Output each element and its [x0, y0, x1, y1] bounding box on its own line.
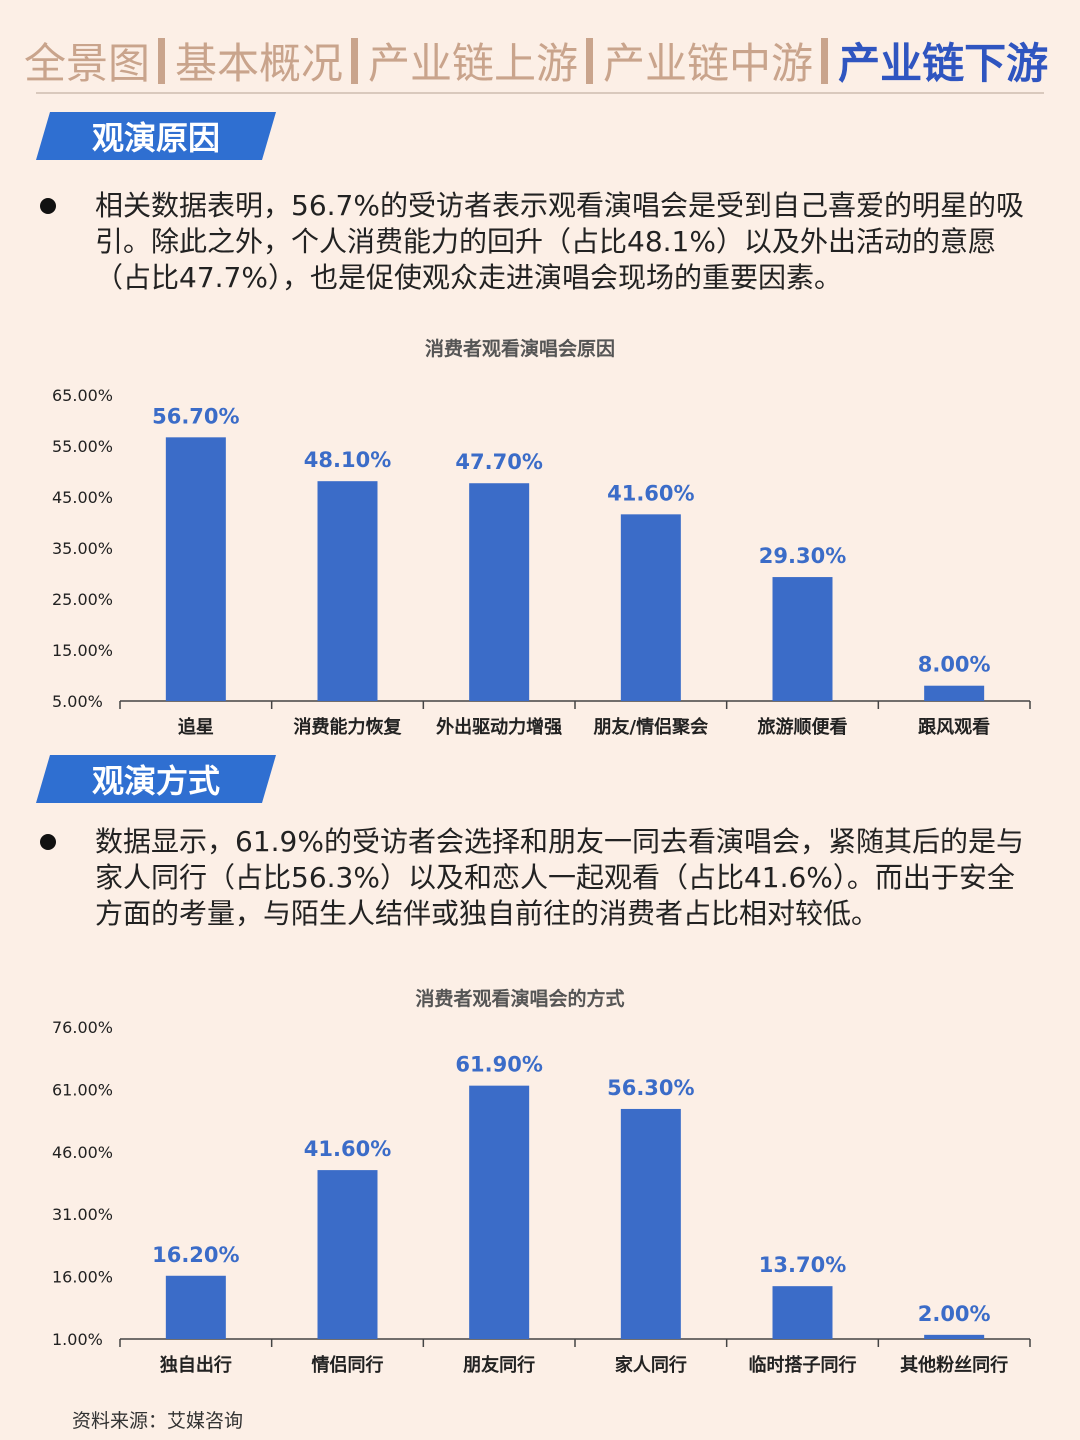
bar-methods-5: [924, 1334, 985, 1339]
y-tick-label: 61.00%: [52, 1080, 113, 1099]
category-label: 朋友/情侣聚会: [594, 716, 709, 738]
bar-methods-3: [620, 1108, 681, 1339]
y-tick-label: 31.00%: [52, 1205, 113, 1224]
nav-item-downstream[interactable]: 产业链下游: [838, 39, 1049, 88]
category-label: 消费能力恢复: [294, 716, 403, 738]
bar-value-label: 47.70%: [455, 450, 542, 474]
chart-reasons: 消费者观看演唱会原因 65.00% 55.00% 45.00% 35.00% 25.00%…: [0, 330, 1080, 750]
section-paragraph-methods: 数据显示，61.9%的受访者会选择和朋友一同去看演唱会，紧随其后的是与家人同行（…: [95, 825, 1024, 930]
category-label: 旅游顺便看: [758, 716, 848, 738]
chart-methods: 消费者观看演唱会的方式 76.00% 61.00% 46.00% 31.00% 16.00…: [0, 980, 1080, 1390]
bar-reasons-0: [165, 437, 226, 701]
chart-reasons-svg: 消费者观看演唱会原因 65.00% 55.00% 45.00% 35.00% 25.00%…: [52, 337, 1031, 738]
bullet-icon: [40, 834, 56, 850]
bar-methods-4: [772, 1286, 833, 1339]
top-nav: 全景图 基本概况 产业链上游 产业链中游 产业链下游: [24, 30, 1064, 91]
section-paragraph-reasons: 相关数据表明，56.7%的受访者表示观看演唱会是受到自己喜爱的明星的吸引。除此之…: [95, 189, 1024, 294]
y-tick-label: 45.00%: [52, 488, 113, 507]
category-label: 独自出行: [160, 1354, 232, 1376]
y-tick-label: 35.00%: [52, 539, 113, 558]
bar-value-label: 56.30%: [607, 1076, 694, 1100]
category-label: 情侣同行: [312, 1354, 384, 1376]
chart-title: 消费者观看演唱会原因: [425, 337, 615, 360]
bar-value-label: 61.90%: [455, 1053, 542, 1077]
nav-divider: [36, 92, 1044, 94]
y-tick-label: 76.00%: [52, 1018, 113, 1037]
y-tick-label: 46.00%: [52, 1143, 113, 1162]
bar-value-label: 56.70%: [152, 404, 239, 428]
y-tick-label: 25.00%: [52, 590, 113, 609]
chart-methods-svg: 消费者观看演唱会的方式 76.00% 61.00% 46.00% 31.00% 16.00…: [52, 987, 1031, 1376]
y-tick-label: 15.00%: [52, 641, 113, 660]
nav-item-basics[interactable]: 基本概况: [175, 39, 344, 88]
bar-value-label: 29.30%: [759, 544, 846, 568]
bar-value-label: 2.00%: [918, 1302, 991, 1326]
bar-value-label: 41.60%: [304, 1137, 391, 1161]
section-banner-methods: 观演方式: [36, 755, 276, 803]
category-label: 朋友同行: [463, 1354, 535, 1376]
bar-reasons-5: [924, 685, 985, 701]
y-tick-label: 65.00%: [52, 386, 113, 405]
chart-title: 消费者观看演唱会的方式: [415, 987, 624, 1010]
bar-value-label: 8.00%: [918, 653, 991, 677]
nav-separator: [586, 37, 594, 84]
category-label: 家人同行: [615, 1354, 687, 1376]
y-tick-label: 16.00%: [52, 1268, 113, 1287]
nav-item-upstream[interactable]: 产业链上游: [368, 39, 579, 88]
bar-methods-2: [469, 1085, 530, 1339]
y-tick-label: 1.00%: [52, 1330, 103, 1349]
bar-value-label: 16.20%: [152, 1243, 239, 1267]
section-banner-reasons: 观演原因: [36, 112, 276, 160]
bar-reasons-2: [469, 483, 530, 701]
bar-reasons-4: [772, 577, 833, 701]
category-label: 跟风观看: [918, 716, 990, 738]
category-label: 外出驱动力增强: [436, 716, 562, 738]
category-label: 追星: [178, 716, 214, 738]
bar-methods-0: [165, 1275, 226, 1339]
bar-value-label: 48.10%: [304, 448, 391, 472]
bar-value-label: 41.60%: [607, 481, 694, 505]
bar-value-label: 13.70%: [759, 1253, 846, 1277]
nav-separator: [821, 37, 829, 84]
nav-separator: [158, 37, 166, 84]
y-tick-label: 5.00%: [52, 692, 103, 711]
nav-separator: [351, 37, 359, 84]
bar-reasons-3: [620, 514, 681, 701]
bar-reasons-1: [317, 481, 378, 701]
category-label: 临时搭子同行: [749, 1354, 857, 1376]
nav-item-midstream[interactable]: 产业链中游: [603, 39, 814, 88]
nav-item-overview[interactable]: 全景图: [24, 39, 151, 88]
category-label: 其他粉丝同行: [900, 1354, 1008, 1376]
source-note: 资料来源：艾媒咨询: [72, 1410, 244, 1432]
bar-methods-1: [317, 1170, 378, 1339]
bullet-icon: [40, 198, 56, 214]
y-tick-label: 55.00%: [52, 437, 113, 456]
